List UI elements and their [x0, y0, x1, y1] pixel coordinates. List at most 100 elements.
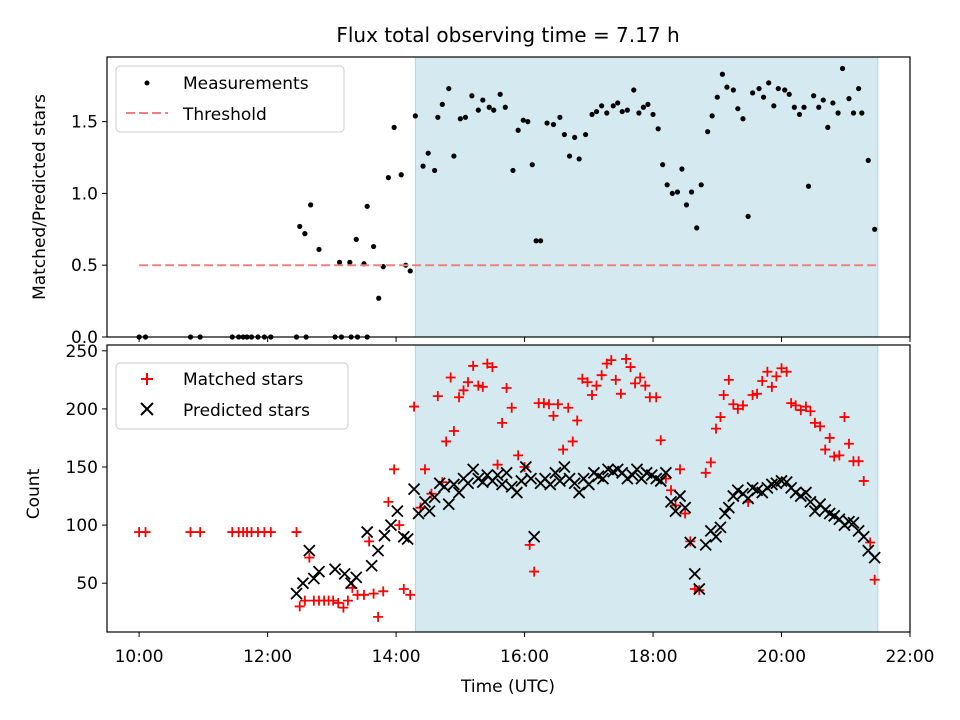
- predicted-star-point: [442, 498, 455, 511]
- measurement-point: [825, 124, 831, 130]
- matched-star-point: [655, 435, 666, 446]
- measurement-point: [297, 223, 303, 230]
- measurement-point: [756, 85, 762, 92]
- measurement-point: [525, 119, 531, 125]
- predicted-star-point: [461, 477, 475, 490]
- matched-star-point: [441, 436, 452, 447]
- predicted-star-point: [693, 582, 706, 596]
- x-tick-label: 22:00: [886, 647, 935, 667]
- matched-star-point: [747, 389, 758, 400]
- predicted-star-point: [495, 478, 509, 491]
- measurement-point: [439, 101, 445, 107]
- bottom-x-axis-label: Time (UTC): [460, 677, 555, 697]
- chart-title: Flux total observing time = 7.17 h: [336, 23, 679, 47]
- predicted-star-point: [718, 507, 732, 520]
- measurement-point: [694, 225, 700, 231]
- predicted-star-point: [391, 505, 404, 518]
- predicted-star-point: [558, 460, 571, 474]
- matched-star-point: [737, 400, 748, 411]
- measurement-point: [805, 183, 812, 189]
- measurement-point: [619, 108, 625, 115]
- matched-star-point: [477, 381, 488, 392]
- y-tick-label: 0.5: [71, 256, 98, 276]
- y-tick-label: 1.0: [71, 184, 98, 204]
- predicted-star-point: [799, 486, 813, 499]
- matched-star-point: [718, 389, 729, 400]
- bottom-axes-frame: [106, 344, 911, 633]
- measurement-point: [302, 231, 308, 237]
- measurement-point: [872, 226, 878, 232]
- matched-star-point: [675, 464, 686, 475]
- predicted-star-point: [828, 509, 841, 522]
- bottom-y-axis-label: Count: [24, 468, 44, 519]
- measurement-point: [766, 80, 772, 86]
- predicted-star-point: [361, 525, 374, 539]
- matched-star-point: [492, 459, 503, 470]
- predicted-star-point: [423, 505, 436, 518]
- matched-star-point: [621, 353, 632, 364]
- measurement-point: [469, 93, 475, 99]
- measurement-point: [669, 190, 675, 197]
- matched-star-point: [473, 380, 484, 391]
- measurement-point: [786, 91, 792, 97]
- predicted-star-point: [515, 474, 528, 488]
- measurement-point: [486, 104, 492, 110]
- measurement-point: [835, 110, 841, 116]
- measurement-point: [533, 238, 539, 244]
- measurement-point: [520, 117, 526, 123]
- measurement-point: [610, 103, 616, 109]
- measurement-point: [624, 107, 630, 113]
- matched-star-point: [829, 451, 840, 462]
- y-tick-label: 150: [66, 458, 98, 478]
- predicted-star-point: [378, 529, 391, 542]
- measurement-point: [796, 111, 803, 118]
- measurement-point: [347, 259, 353, 265]
- measurement-point: [865, 157, 871, 163]
- matched-star-point: [482, 358, 493, 369]
- matched-star-point: [666, 485, 677, 496]
- matched-star-point: [368, 588, 379, 599]
- matched-star-point: [468, 360, 479, 371]
- measurement-point: [480, 97, 486, 103]
- matched-star-point: [635, 372, 646, 383]
- measurement-point: [462, 114, 469, 120]
- measurement-point: [502, 104, 508, 110]
- matched-star-point: [487, 362, 498, 373]
- matched-star-point: [582, 377, 593, 388]
- measurement-point: [316, 246, 322, 253]
- top-y-axis-label: Matched/Predicted stars: [30, 94, 50, 300]
- measurement-point: [631, 87, 637, 93]
- matched-star-point: [497, 417, 508, 428]
- top-panel: 0.0 0.5 1.0 1.5 Matched/Predicted stars Mea…: [30, 56, 911, 348]
- predicted-star-point: [654, 474, 667, 488]
- measurement-point: [491, 107, 497, 113]
- measurement-point: [550, 121, 557, 128]
- predicted-star-point: [412, 507, 425, 520]
- predicted-star-point: [544, 478, 557, 491]
- predicted-star-point: [673, 489, 687, 503]
- predicted-star-point: [553, 474, 567, 488]
- predicted-star-point: [688, 567, 701, 581]
- predicted-star-point: [338, 567, 351, 581]
- predicted-star-point: [384, 518, 398, 532]
- predicted-star-point: [573, 486, 586, 499]
- measurement-point: [364, 203, 370, 209]
- measurement-point: [645, 101, 651, 107]
- matched-star-point: [338, 602, 349, 613]
- legend-threshold-label: Threshold: [182, 105, 267, 125]
- matched-star-point: [506, 402, 517, 413]
- predicted-star-point: [659, 466, 673, 479]
- matched-star-point: [776, 363, 787, 374]
- predicted-star-point: [857, 530, 870, 543]
- measurement-point: [538, 238, 544, 244]
- matched-star-point: [869, 574, 880, 585]
- matched-star-point: [558, 444, 569, 455]
- matched-star-point: [548, 410, 559, 421]
- bottom-panel: 50 100 150 200 250 10:00 12:00 14:00 16:00 18:00…: [24, 342, 935, 697]
- predicted-star-point: [780, 475, 793, 489]
- predicted-star-point: [630, 463, 644, 476]
- predicted-star-point: [307, 572, 320, 585]
- legend-predicted-marker: [140, 402, 154, 416]
- measurement-point: [451, 153, 457, 159]
- matched-star-point: [333, 597, 344, 608]
